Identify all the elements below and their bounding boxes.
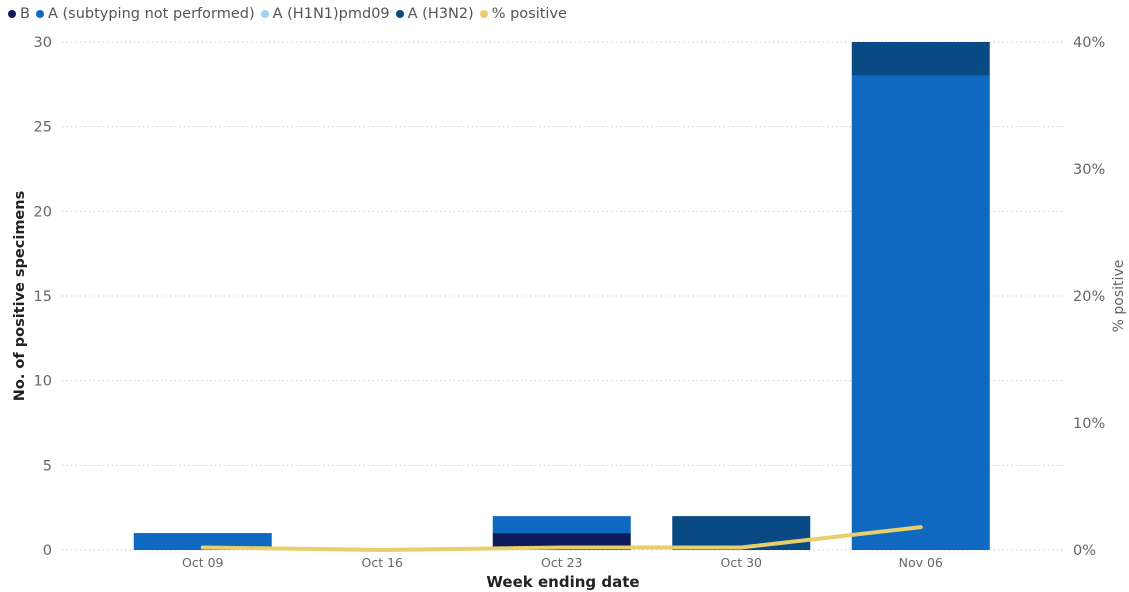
legend: B A (subtyping not performed) A (H1N1)pm…: [8, 4, 573, 24]
x-tick-label: Oct 23: [541, 555, 583, 570]
legend-item-percent-positive[interactable]: % positive: [479, 6, 567, 22]
bars: [133, 42, 990, 550]
y2-tick-label: 30%: [1073, 162, 1105, 178]
legend-label: A (H3N2): [407, 6, 474, 22]
y-tick-label: 20: [34, 204, 52, 220]
bar-segment: [851, 75, 990, 550]
legend-item-a-unsubtyped[interactable]: A (subtyping not performed): [35, 6, 255, 22]
bar-segment: [672, 516, 811, 550]
x-tick-label: Oct 30: [721, 555, 763, 570]
y2-tick-label: 10%: [1073, 416, 1105, 432]
y-tick-label: 25: [34, 120, 52, 136]
y-tick-label: 5: [43, 458, 52, 474]
legend-item-b[interactable]: B: [8, 6, 30, 22]
legend-label: B: [20, 6, 30, 22]
bar-segment: [133, 533, 272, 550]
x-axis-ticks: Oct 09 Oct 16 Oct 23 Oct 30 Nov 06: [182, 555, 943, 570]
legend-marker: [479, 10, 488, 18]
y2-tick-label: 20%: [1073, 289, 1105, 305]
legend-item-a-h3n2[interactable]: A (H3N2): [395, 6, 474, 22]
legend-marker: [8, 10, 16, 18]
legend-marker: [35, 10, 44, 18]
legend-marker: [260, 10, 269, 18]
y-tick-label: 0: [43, 543, 52, 559]
x-tick-label: Nov 06: [899, 555, 943, 570]
y2-tick-label: 40%: [1073, 35, 1105, 51]
legend-label: A (subtyping not performed): [47, 6, 255, 22]
bar-segment: [851, 42, 990, 76]
x-axis-title: Week ending date: [486, 573, 639, 591]
y2-axis-title: % positive: [1111, 260, 1127, 333]
percent-line: [200, 525, 923, 552]
legend-marker: [395, 10, 404, 18]
legend-label: A (H1N1)pmd09: [272, 6, 390, 22]
y2-tick-label: 0%: [1073, 543, 1096, 559]
left-axis-ticks: 0 5 10 15 20 25 30: [34, 35, 52, 559]
x-tick-label: Oct 09: [182, 555, 224, 570]
right-axis-ticks: 0% 10% 20% 30% 40%: [1073, 35, 1105, 559]
y-tick-label: 30: [34, 35, 52, 51]
legend-item-a-h1n1[interactable]: A (H1N1)pmd09: [260, 6, 390, 22]
legend-label: % positive: [491, 6, 567, 22]
x-tick-label: Oct 16: [362, 555, 404, 570]
percent-positive-line: [200, 525, 923, 552]
y-tick-label: 10: [34, 374, 52, 390]
bar-segment: [492, 516, 631, 534]
y-tick-label: 15: [34, 289, 52, 305]
y-axis-title: No. of positive specimens: [12, 191, 28, 401]
